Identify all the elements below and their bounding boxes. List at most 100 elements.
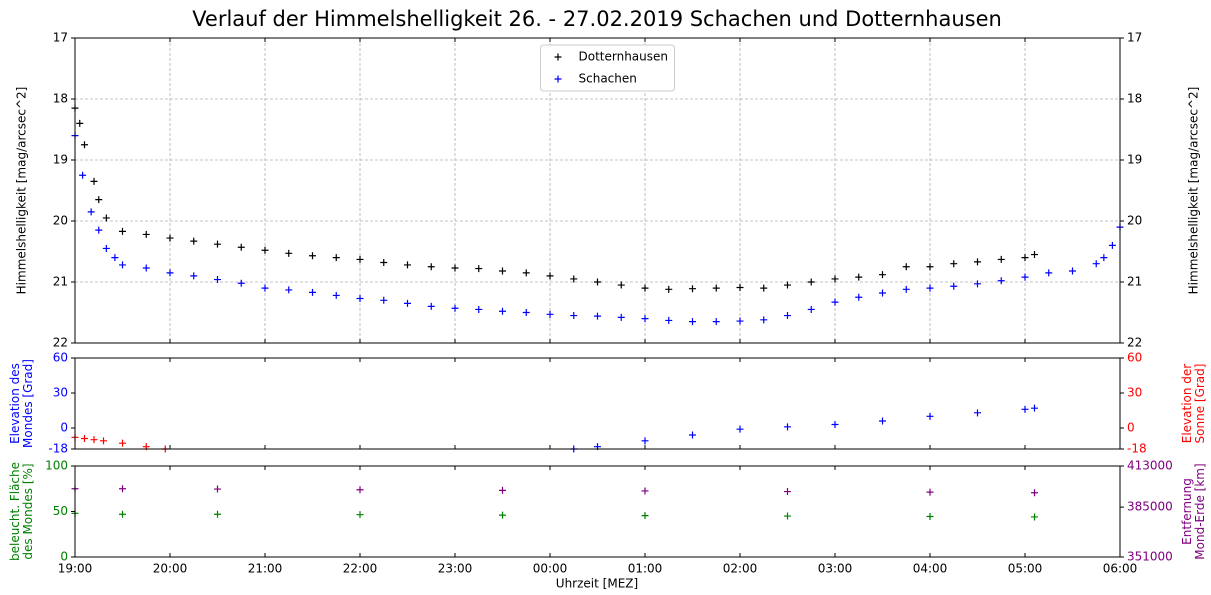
data-point [1108,241,1116,249]
data-point [427,263,435,271]
data-point [190,272,198,280]
data-point [81,141,88,149]
x-tick-label: 00:00 [533,562,568,576]
data-point [214,510,221,518]
data-point [546,310,554,318]
data-point [879,271,886,279]
data-point [475,265,483,273]
data-point [926,488,934,496]
data-point [87,208,95,216]
data-point [641,315,649,323]
y2-tick-label: 19 [1127,153,1142,167]
data-point [95,226,103,234]
data-point [237,243,245,251]
data-point [356,255,364,263]
y2-tick-label: 21 [1127,275,1142,289]
data-point [309,252,316,260]
y-axis-label: Mondes [Grad] [21,359,35,448]
data-point [90,436,98,444]
data-point [285,286,293,294]
y-tick-label: 30 [53,386,68,400]
data-point [499,307,506,315]
data-point [76,119,84,127]
data-point [1021,254,1029,262]
legend [540,44,675,92]
chart-title: Verlauf der Himmelshelligkeit 26. - 27.0… [192,7,1002,31]
legend-marker [554,75,562,83]
data-point [499,486,506,494]
data-point [90,177,98,185]
data-point [1092,260,1100,268]
legend-label: Dotternhausen [579,50,669,64]
data-point [902,285,910,293]
y2-tick-label: 0 [1127,421,1135,435]
data-point [522,269,530,277]
data-point [546,272,554,280]
data-point [499,511,506,519]
data-point [142,264,150,272]
data-point [831,421,839,428]
y-tick-label: 20 [53,214,68,228]
data-point [784,488,791,496]
data-point [997,277,1005,285]
data-point [950,282,958,290]
y2-tick-label: 385000 [1127,500,1173,514]
y-tick-label: 0 [60,421,68,435]
y-axis-label: Himmelshelligkeit [mag/arcsec^2] [15,87,29,295]
y2-tick-label: 18 [1127,92,1142,106]
y2-tick-label: 351000 [1127,550,1173,564]
data-point [404,261,411,269]
legend-label: Schachen [579,72,637,86]
data-point [641,437,649,445]
x-tick-label: 04:00 [913,562,948,576]
data-point [119,439,126,447]
data-point [665,285,673,293]
data-point [926,513,934,521]
y-tick-label: 19 [53,153,68,167]
data-point [617,281,625,289]
data-point [119,510,126,518]
data-point [926,263,934,271]
data-point [285,249,293,257]
plot-frame [74,465,1121,558]
data-point [356,294,364,302]
y-axis-label: des Mondes [%] [21,463,35,559]
x-tick-label: 03:00 [818,562,853,576]
data-point [81,435,88,442]
y2-tick-label: 20 [1127,214,1142,228]
data-point [570,275,578,283]
data-point [784,312,791,320]
data-point [119,261,126,269]
data-point [142,230,150,238]
y-axis-label: Elevation der [1180,364,1194,444]
plot-frame [74,357,1121,450]
data-point [855,273,863,281]
data-point [736,425,744,433]
data-point [689,285,696,293]
data-point [807,305,815,313]
data-point [974,409,981,417]
data-point [926,284,934,292]
y-tick-label: 21 [53,275,68,289]
data-point [100,437,107,445]
data-point [807,278,815,286]
data-point [879,417,886,425]
data-point [1031,513,1038,521]
data-point [974,280,981,288]
data-point [404,299,411,307]
data-point [736,317,744,325]
data-point [641,284,649,292]
data-point [1031,489,1038,497]
data-point [950,260,958,268]
x-tick-label: 23:00 [438,562,473,576]
data-point [689,318,696,326]
data-point [831,275,839,283]
y-axis-label: Elevation des [8,363,22,444]
x-tick-label: 19:00 [58,562,93,576]
data-point [1045,269,1053,277]
data-point [102,214,110,222]
data-point [902,263,910,271]
data-point [119,227,126,235]
x-tick-label: 21:00 [248,562,283,576]
